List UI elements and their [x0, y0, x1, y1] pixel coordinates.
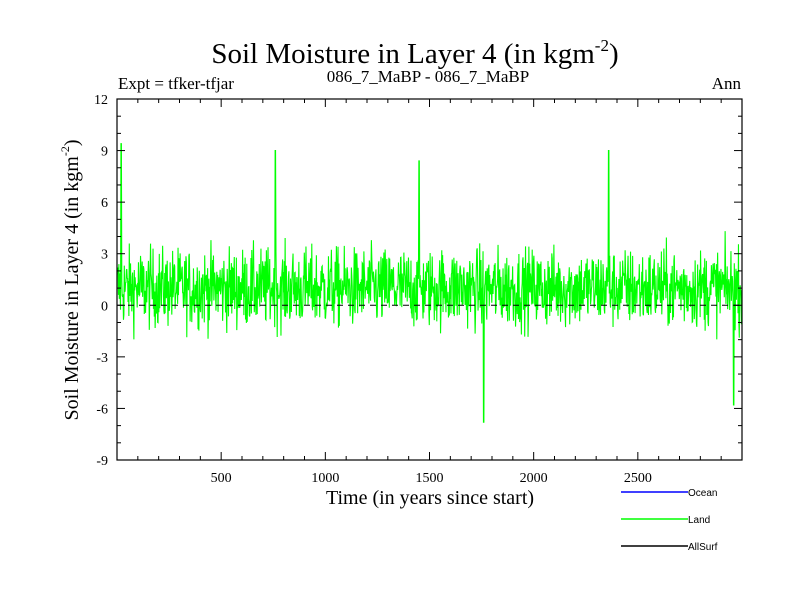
chart-title: Soil Moisture in Layer 4 (in kgm-2)	[211, 36, 618, 70]
legend-label-allsurf: AllSurf	[688, 542, 718, 553]
chart-title-superscript: -2	[595, 36, 609, 55]
x-axis-label: Time (in years since start)	[326, 487, 534, 509]
season-label: Ann	[712, 74, 742, 93]
legend-label-land: Land	[688, 515, 710, 526]
legend-label-ocean: Ocean	[688, 488, 717, 499]
y-tick-label: 6	[101, 196, 108, 211]
y-tick-label: 12	[94, 93, 108, 108]
experiment-label: Expt = tfker-tfjar	[118, 74, 234, 93]
y-tick-label: 0	[101, 299, 108, 314]
x-tick-label: 500	[211, 471, 232, 486]
y-axis-label-suffix: )	[61, 139, 83, 146]
y-tick-label: 9	[101, 145, 108, 160]
y-axis-label-main: Soil Moisture in Layer 4 (in kgm	[61, 156, 83, 421]
chart-title-main: Soil Moisture in Layer 4 (in kgm	[211, 38, 595, 70]
x-tick-label: 2000	[520, 471, 548, 486]
y-tick-label: -6	[96, 402, 108, 417]
x-tick-label: 1500	[416, 471, 444, 486]
x-tick-label: 2500	[624, 471, 652, 486]
y-axis-ticks: -9 -6 -3 0 3 6 9 12	[94, 93, 742, 469]
land-series-line	[117, 143, 742, 423]
chart-subtitle: 086_7_MaBP - 086_7_MaBP	[327, 67, 529, 86]
y-tick-label: 3	[101, 248, 108, 263]
x-axis-ticks: 500 1000 1500 2000 2500	[137, 99, 722, 486]
land-series-layer	[117, 143, 742, 423]
x-tick-label: 1000	[311, 471, 339, 486]
legend: Ocean Land AllSurf	[621, 488, 718, 553]
chart-title-suffix: )	[609, 38, 619, 70]
y-tick-label: -9	[96, 454, 108, 469]
y-axis-label: Soil Moisture in Layer 4 (in kgm-2)	[58, 139, 83, 420]
y-axis-label-superscript: -2	[58, 146, 72, 156]
y-tick-label: -3	[96, 351, 108, 366]
